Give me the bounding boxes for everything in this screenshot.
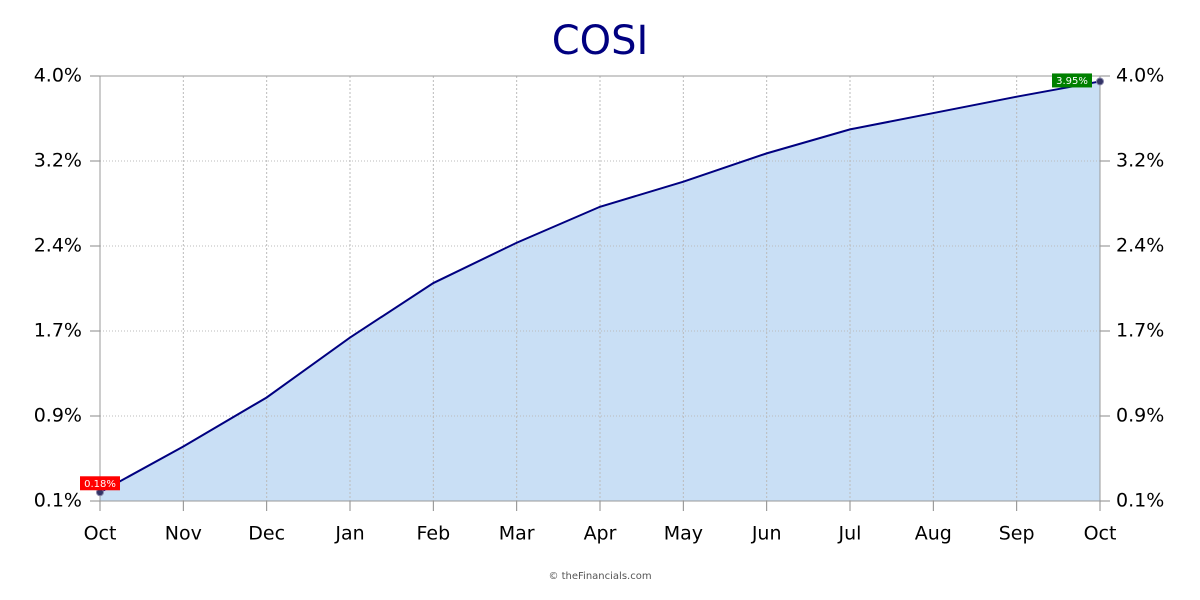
x-tick-label: Jan (334, 523, 364, 545)
value-label: 0.18% (84, 479, 116, 490)
x-tick-label: Jun (751, 523, 782, 545)
x-tick-label: Oct (1084, 523, 1117, 545)
x-tick-label: Aug (915, 523, 952, 545)
y-tick-label: 0.9% (34, 405, 82, 427)
value-label-box (1052, 73, 1092, 88)
y2-tick-label: 0.1% (1116, 490, 1164, 512)
y2-tick-label: 3.2% (1116, 150, 1164, 172)
y-tick-label: 1.7% (34, 320, 82, 342)
value-label: 3.95% (1056, 76, 1088, 87)
x-tick-label: Mar (499, 523, 535, 545)
x-tick-label: Feb (417, 523, 451, 545)
plot-border (99, 75, 1101, 502)
line (99, 80, 1101, 494)
y-tick-label: 4.0% (34, 65, 82, 87)
point (1096, 77, 1104, 86)
y-tick-label: 3.2% (34, 150, 82, 172)
x-tick-label: Oct (84, 523, 117, 545)
chart-title: COSI (552, 18, 649, 64)
credit: © theFinancials.com (548, 571, 651, 582)
y2-tick-label: 0.9% (1116, 405, 1164, 427)
value-label-box (80, 476, 120, 491)
x-tick-label: Jul (838, 523, 862, 545)
y-tick-label: 2.4% (34, 235, 82, 257)
x-tick-label: Sep (999, 523, 1035, 545)
x-tick-label: Dec (248, 523, 285, 545)
x-tick-label: Nov (165, 523, 202, 545)
y2-tick-label: 2.4% (1116, 235, 1164, 257)
y2-tick-label: 4.0% (1116, 65, 1164, 87)
x-tick-label: Apr (584, 523, 617, 545)
x-tick-label: May (664, 523, 703, 545)
y2-tick-label: 1.7% (1116, 320, 1164, 342)
y-tick-label: 0.1% (34, 490, 82, 512)
